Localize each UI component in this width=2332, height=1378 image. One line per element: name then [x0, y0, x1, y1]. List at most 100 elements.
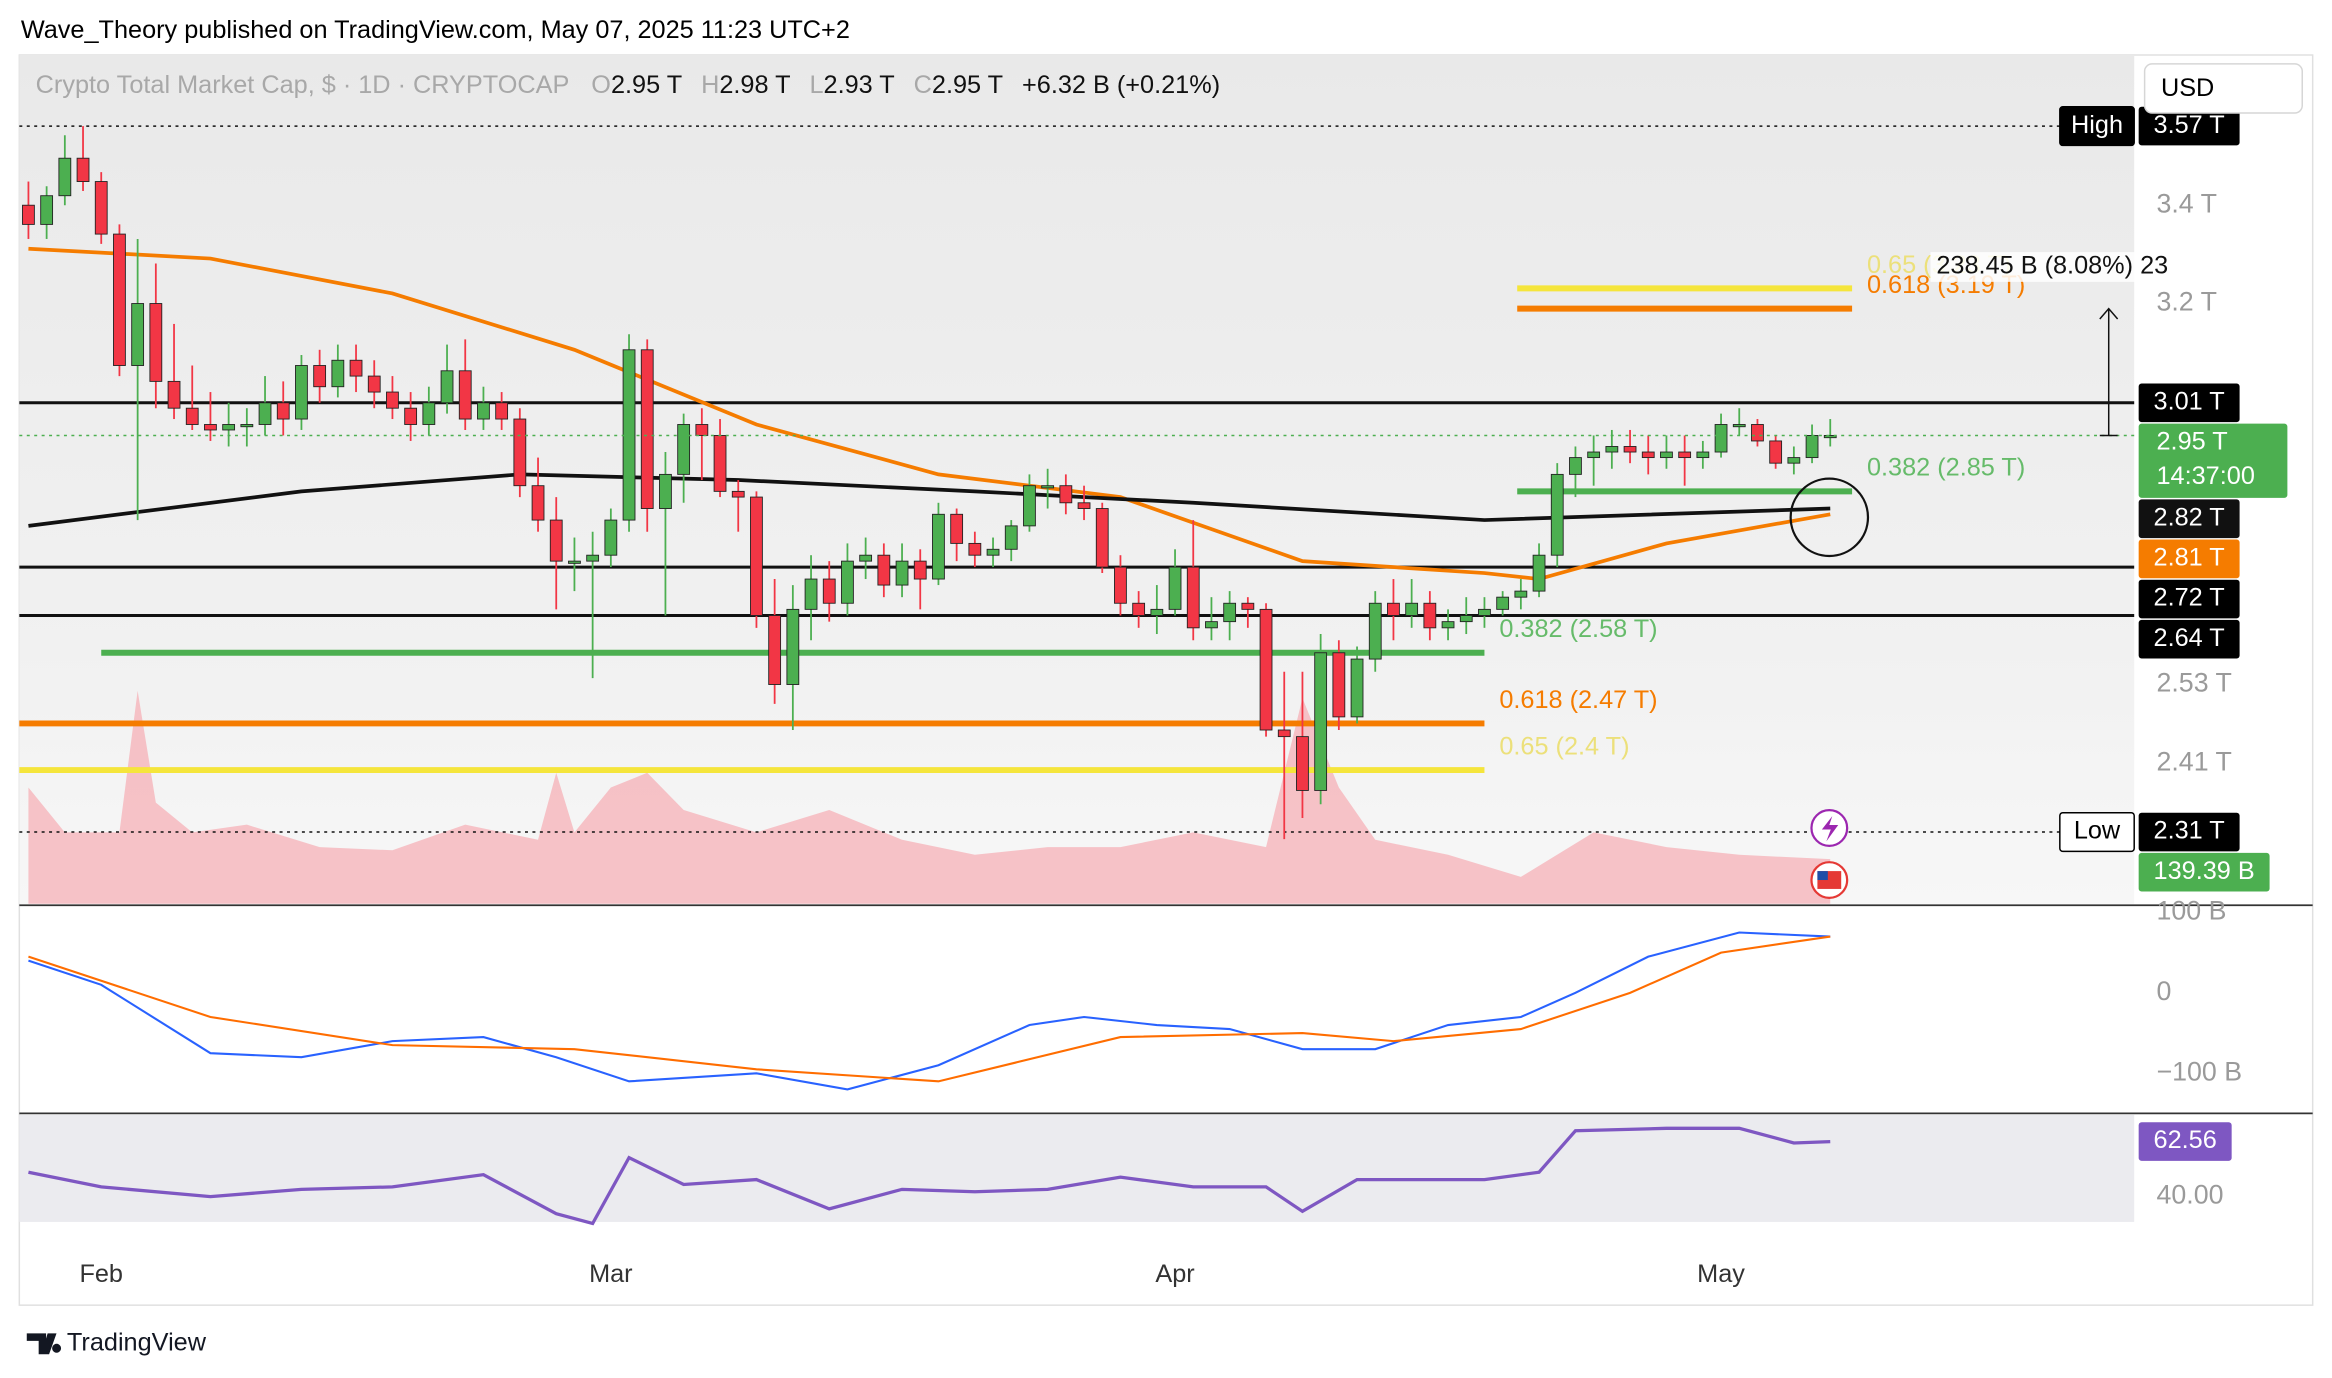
- candle-body: [1023, 485, 1036, 527]
- candle-body: [1387, 602, 1400, 616]
- x-tick-label: Apr: [1155, 1260, 1194, 1288]
- ohlc-value: 2.93 T: [824, 71, 895, 99]
- candle-body: [968, 542, 982, 556]
- macd-line: [28, 935, 1831, 1083]
- ma-label-box: [2138, 539, 2240, 579]
- candle-body: [167, 380, 181, 409]
- candle-body: [1605, 446, 1619, 453]
- price-label-box: [2138, 619, 2240, 659]
- candle-body: [913, 560, 927, 580]
- candle-body: [932, 513, 945, 580]
- candle-body: [604, 519, 618, 556]
- candle-body: [404, 407, 418, 425]
- candle-body: [1004, 525, 1018, 550]
- candle-body: [1132, 602, 1146, 616]
- candle-body: [695, 424, 709, 436]
- candle-body: [240, 424, 254, 428]
- candle-body: [40, 195, 54, 225]
- y-tick-label: 2.53 T: [2157, 668, 2232, 698]
- candle-body: [58, 157, 72, 197]
- candle-body: [750, 496, 763, 616]
- ma-label-box: [2138, 499, 2240, 539]
- candle-body: [841, 560, 854, 604]
- candle-body: [1696, 451, 1710, 459]
- candle-body: [276, 402, 290, 420]
- plot: 3.4 T 3.2 T 2.53 T 2.41 T Feb Mar Apr May 0.65 (…: [19, 106, 2288, 1288]
- price-label-box: [2138, 383, 2240, 423]
- macd-tick-label: −100 B: [2157, 1056, 2243, 1086]
- ma-label: 2.82 T: [2154, 503, 2225, 531]
- candle-body: [549, 519, 563, 562]
- ohlc-key: C: [914, 71, 932, 99]
- candle-body: [295, 365, 308, 420]
- candle-body: [786, 608, 800, 685]
- candle-body: [1496, 596, 1510, 610]
- candle-body: [1405, 602, 1419, 616]
- currency[interactable]: USD: [2161, 74, 2214, 102]
- candle-body: [1678, 451, 1692, 459]
- candle-body: [677, 424, 691, 475]
- candle-body: [1623, 446, 1637, 453]
- highlight-circle: [1789, 477, 1870, 558]
- candle-body: [204, 424, 217, 431]
- candle-body: [477, 402, 490, 420]
- rsi-tick-label: 40.00: [2157, 1180, 2224, 1210]
- candle-body: [1714, 424, 1728, 453]
- x-tick-label: Feb: [79, 1260, 123, 1288]
- flag: [1817, 871, 1828, 881]
- volume-label-box: [2138, 852, 2270, 892]
- countdown: 14:37:00: [2157, 462, 2255, 490]
- candle-body: [1296, 736, 1309, 791]
- candle-body: [568, 560, 581, 564]
- candle-body: [367, 375, 381, 393]
- candle-body: [1751, 424, 1764, 442]
- candle-body: [495, 402, 509, 420]
- candle-body: [822, 578, 836, 604]
- candle-body: [1550, 473, 1564, 556]
- legend: Crypto Total Market Cap, $ · 1D · CRYPTO…: [36, 71, 1220, 99]
- candle-body: [513, 418, 527, 487]
- price-pane: [19, 55, 2135, 904]
- currency-button[interactable]: [2143, 63, 2303, 114]
- candle-body: [1514, 590, 1528, 598]
- brand: TradingView: [67, 1328, 207, 1356]
- candle-body: [768, 615, 782, 685]
- measure-label-box: [1930, 252, 2175, 282]
- candle-body: [1114, 566, 1127, 604]
- macd-tick-label: 0: [2157, 976, 2172, 1006]
- price-label: 2.64 T: [2154, 624, 2225, 652]
- candle-body: [1314, 652, 1328, 791]
- candle-body: [1095, 508, 1109, 568]
- macd-tick-label: 100 B: [2157, 895, 2227, 925]
- current-price: 2.95 T: [2157, 428, 2228, 456]
- current-price-box: [2138, 423, 2288, 498]
- candle-body: [331, 359, 345, 388]
- rsi-pane: [19, 1114, 2135, 1222]
- candle-body: [1587, 451, 1601, 459]
- fib-label: 0.382 (2.58 T): [1499, 615, 1657, 643]
- candle-body: [94, 181, 108, 235]
- candle-body: [1459, 615, 1473, 623]
- candle-body: [440, 370, 454, 404]
- level-tag-box: [2059, 811, 2135, 853]
- candle-body: [1205, 621, 1218, 629]
- level-tag-box: [2059, 106, 2135, 147]
- ohlc-key: O: [591, 71, 611, 99]
- candle-body: [1259, 608, 1273, 731]
- price-label: 2.72 T: [2154, 584, 2225, 612]
- candle-body: [804, 578, 818, 610]
- candle-body: [713, 435, 727, 492]
- candle-body: [877, 554, 891, 586]
- candle-body: [1150, 608, 1164, 616]
- candle-body: [1569, 457, 1582, 475]
- candle-body: [76, 157, 90, 182]
- candle-body: [1077, 502, 1091, 509]
- candle-body: [222, 424, 236, 431]
- candle-body: [531, 485, 545, 521]
- ohlc-value: 2.95 T: [932, 71, 1003, 99]
- moving-average: [28, 472, 1831, 528]
- price-label: 3.01 T: [2154, 387, 2225, 415]
- candle-body: [1223, 602, 1237, 623]
- candle-body: [1186, 566, 1200, 629]
